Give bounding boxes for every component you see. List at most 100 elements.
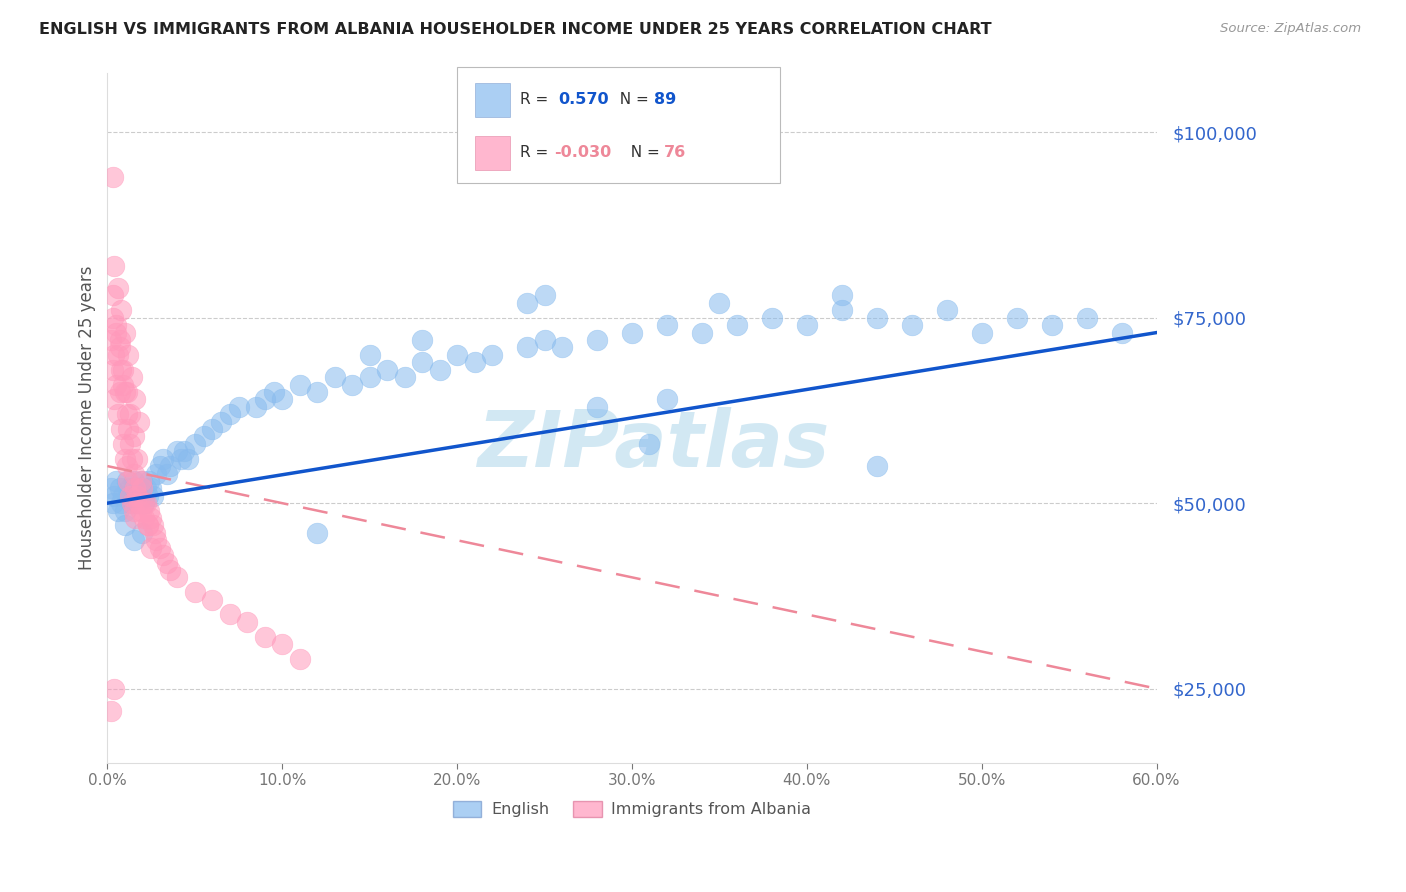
Point (184, 585, 207, 599)
Point (725, 318, 748, 333)
Point (117, 489, 139, 503)
Point (108, 384, 131, 399)
Point (970, 326, 993, 340)
Point (481, 348, 503, 362)
Point (122, 429, 145, 443)
Point (218, 407, 240, 421)
Point (132, 496, 155, 510)
Point (193, 429, 215, 443)
Y-axis label: Householder Income Under 25 years: Householder Income Under 25 years (79, 266, 96, 570)
Point (516, 296, 538, 310)
Point (117, 348, 139, 362)
Point (145, 533, 167, 548)
Point (105, 326, 128, 340)
Point (307, 384, 329, 399)
Point (1111, 326, 1133, 340)
Point (101, 310, 124, 325)
Point (551, 340, 574, 354)
Point (114, 451, 136, 466)
Point (122, 503, 145, 517)
Text: R =: R = (520, 92, 558, 106)
Point (143, 525, 166, 540)
Point (156, 467, 179, 481)
Point (446, 348, 468, 362)
Point (796, 318, 818, 333)
Point (120, 489, 142, 503)
Point (935, 303, 957, 318)
Point (271, 392, 294, 407)
Point (209, 415, 232, 429)
Point (411, 355, 433, 369)
Point (128, 415, 150, 429)
Point (127, 451, 149, 466)
Point (105, 318, 128, 333)
Text: N =: N = (610, 92, 654, 106)
Point (166, 444, 188, 458)
Point (129, 489, 152, 503)
Point (131, 474, 153, 488)
Point (253, 630, 276, 644)
Point (586, 400, 609, 414)
Point (115, 384, 138, 399)
Point (124, 481, 146, 495)
Point (170, 451, 193, 466)
Point (103, 392, 125, 407)
Point (253, 392, 276, 407)
Point (138, 474, 160, 488)
Text: N =: N = (621, 145, 665, 160)
Point (138, 503, 160, 517)
Point (114, 503, 136, 517)
Text: R =: R = (520, 145, 554, 160)
Point (103, 259, 125, 273)
Point (1040, 318, 1063, 333)
Point (135, 481, 157, 495)
Point (166, 570, 188, 584)
Point (340, 377, 363, 392)
Point (159, 563, 181, 577)
Point (129, 474, 152, 488)
Point (117, 422, 139, 436)
Point (228, 400, 250, 414)
Point (120, 481, 142, 495)
Point (159, 459, 181, 474)
Point (323, 370, 346, 384)
Point (110, 303, 132, 318)
Point (136, 518, 159, 533)
Point (128, 496, 150, 510)
Point (690, 326, 713, 340)
Point (121, 370, 143, 384)
Point (288, 377, 311, 392)
Point (177, 451, 200, 466)
Point (359, 370, 381, 384)
Text: 0.570: 0.570 (558, 92, 609, 106)
Point (149, 459, 172, 474)
Point (100, 704, 122, 718)
Point (121, 496, 143, 510)
Point (149, 541, 172, 555)
Point (112, 437, 135, 451)
Point (128, 481, 150, 495)
Point (101, 169, 124, 184)
Point (201, 592, 224, 607)
Point (115, 474, 138, 488)
Point (110, 362, 132, 376)
Point (394, 370, 416, 384)
Text: 89: 89 (654, 92, 676, 106)
Point (533, 288, 555, 302)
Point (638, 437, 661, 451)
Point (132, 496, 155, 510)
Point (103, 348, 125, 362)
Point (117, 474, 139, 488)
Point (375, 362, 398, 376)
Point (105, 474, 128, 488)
Point (124, 489, 146, 503)
Point (263, 384, 285, 399)
Point (127, 489, 149, 503)
Point (271, 637, 294, 651)
Point (173, 444, 195, 458)
Point (184, 437, 207, 451)
Point (411, 333, 433, 347)
Text: ENGLISH VS IMMIGRANTS FROM ALBANIA HOUSEHOLDER INCOME UNDER 25 YEARS CORRELATION: ENGLISH VS IMMIGRANTS FROM ALBANIA HOUSE… (39, 22, 993, 37)
Point (112, 489, 135, 503)
Point (100, 333, 122, 347)
